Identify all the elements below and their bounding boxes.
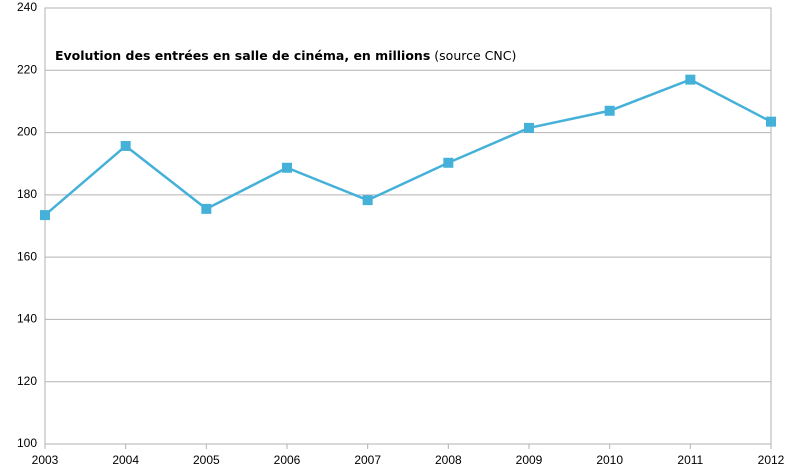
data-point (443, 157, 454, 168)
y-tick-label: 140 (17, 312, 37, 326)
y-tick-label: 160 (17, 249, 37, 263)
data-point (604, 105, 615, 116)
y-tick-label: 100 (17, 436, 37, 450)
chart-title-group: Evolution des entrées en salle de cinéma… (55, 48, 516, 63)
data-point (685, 74, 696, 85)
data-point (362, 195, 373, 206)
y-tick-label: 180 (17, 187, 37, 201)
data-line (44, 78, 772, 217)
grid (45, 7, 771, 445)
y-tick-label: 120 (17, 374, 37, 388)
data-point (120, 140, 131, 151)
x-tick-label: 2007 (354, 453, 381, 467)
chart-subtitle: (source CNC) (434, 48, 516, 63)
chart-title: Evolution des entrées en salle de cinéma… (55, 48, 430, 63)
x-tick-label: 2012 (758, 453, 785, 467)
x-tick-label: 2009 (516, 453, 543, 467)
x-tick-label: 2008 (435, 453, 462, 467)
data-point (524, 122, 534, 133)
x-tick-label: 2010 (596, 453, 623, 467)
plot-area (44, 7, 772, 445)
x-tick-label: 2005 (193, 453, 220, 467)
x-tick-label: 2003 (32, 453, 59, 467)
data-point (766, 116, 776, 127)
x-tick-label: 2006 (274, 453, 301, 467)
y-tick-label: 200 (17, 125, 37, 139)
data-point (201, 203, 212, 214)
y-tick-label: 220 (17, 62, 37, 76)
x-tick-label: 2004 (112, 453, 139, 467)
x-tick-label: 2011 (677, 453, 703, 467)
data-point (282, 162, 292, 173)
y-tick-label: 240 (17, 0, 37, 14)
data-point (40, 210, 50, 221)
